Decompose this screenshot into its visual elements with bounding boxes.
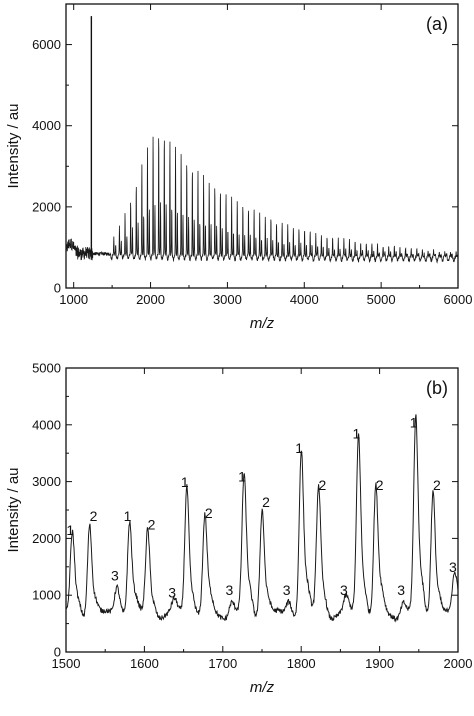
peak-label: 1 (181, 474, 189, 490)
peak-label: 2 (148, 517, 156, 533)
peak-label: 2 (262, 494, 270, 510)
x-tick-label: 1800 (287, 656, 316, 671)
y-tick-label: 5000 (32, 361, 61, 376)
x-axis-title: m/z (250, 679, 275, 696)
panel-a: 1000 2000 3000 4000 5000 6000 0 2000 4000 6000 m/z… (5, 3, 473, 332)
x-tick-label: 1900 (365, 656, 394, 671)
peak-label: 3 (283, 582, 291, 598)
peak-label: 2 (90, 508, 98, 524)
peak-label: 3 (340, 582, 348, 598)
peak-label: 3 (168, 585, 176, 601)
y-tick-label: 2000 (32, 199, 61, 214)
panel-label: (b) (426, 378, 448, 398)
y-axis-title: Intensity / au (5, 467, 22, 552)
y-tick-label: 0 (54, 645, 61, 660)
x-tick-label: 1500 (52, 656, 81, 671)
plot-frame (65, 3, 459, 289)
peak-label: 1 (353, 426, 361, 442)
peak-label: 1 (295, 440, 303, 456)
peak-label: 1 (124, 508, 132, 524)
spectrum-line (65, 414, 459, 623)
peak-label: 3 (226, 582, 234, 598)
y-tick-label: 3000 (32, 474, 61, 489)
peak-label: 3 (397, 582, 405, 598)
x-tick-label: 3000 (213, 292, 242, 307)
x-tick-label: 4000 (290, 292, 319, 307)
peak-label: 1 (66, 522, 74, 538)
y-tick-label: 4000 (32, 118, 61, 133)
x-tick-label: 6000 (444, 292, 473, 307)
y-tick-label: 1000 (32, 588, 61, 603)
y-tick-label: 0 (54, 281, 61, 296)
panel-b: 1500 1600 1700 1800 1900 2000 0 1000 2000 3000 400… (5, 361, 472, 697)
x-axis-title: m/z (250, 315, 275, 332)
peak-label: 2 (433, 477, 441, 493)
x-tick-label: 1700 (208, 656, 237, 671)
x-tick-label: 2000 (444, 656, 473, 671)
peak-label: 2 (205, 505, 213, 521)
peak-label: 1 (410, 414, 418, 430)
y-tick-label: 6000 (32, 37, 61, 52)
x-tick-label: 1000 (59, 292, 88, 307)
peak-label: 3 (111, 568, 119, 584)
x-tick-label: 5000 (367, 292, 396, 307)
y-axis-title: Intensity / au (5, 103, 22, 188)
y-tick-label: 4000 (32, 417, 61, 432)
peak-label: 3 (449, 559, 457, 575)
x-tick-label: 2000 (136, 292, 165, 307)
x-tick-label: 1600 (130, 656, 159, 671)
peak-label: 2 (319, 477, 327, 493)
peak-label: 2 (376, 477, 384, 493)
panel-label: (a) (426, 14, 448, 34)
spectrum-line (66, 136, 458, 264)
peak-label: 1 (238, 468, 246, 484)
y-tick-label: 2000 (32, 531, 61, 546)
